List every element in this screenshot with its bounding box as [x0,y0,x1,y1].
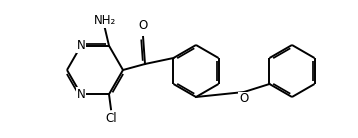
Text: N: N [77,88,85,101]
Text: O: O [240,92,248,105]
Text: NH₂: NH₂ [94,14,116,27]
Text: N: N [77,39,85,52]
Text: O: O [139,19,147,33]
Text: Cl: Cl [105,112,117,125]
